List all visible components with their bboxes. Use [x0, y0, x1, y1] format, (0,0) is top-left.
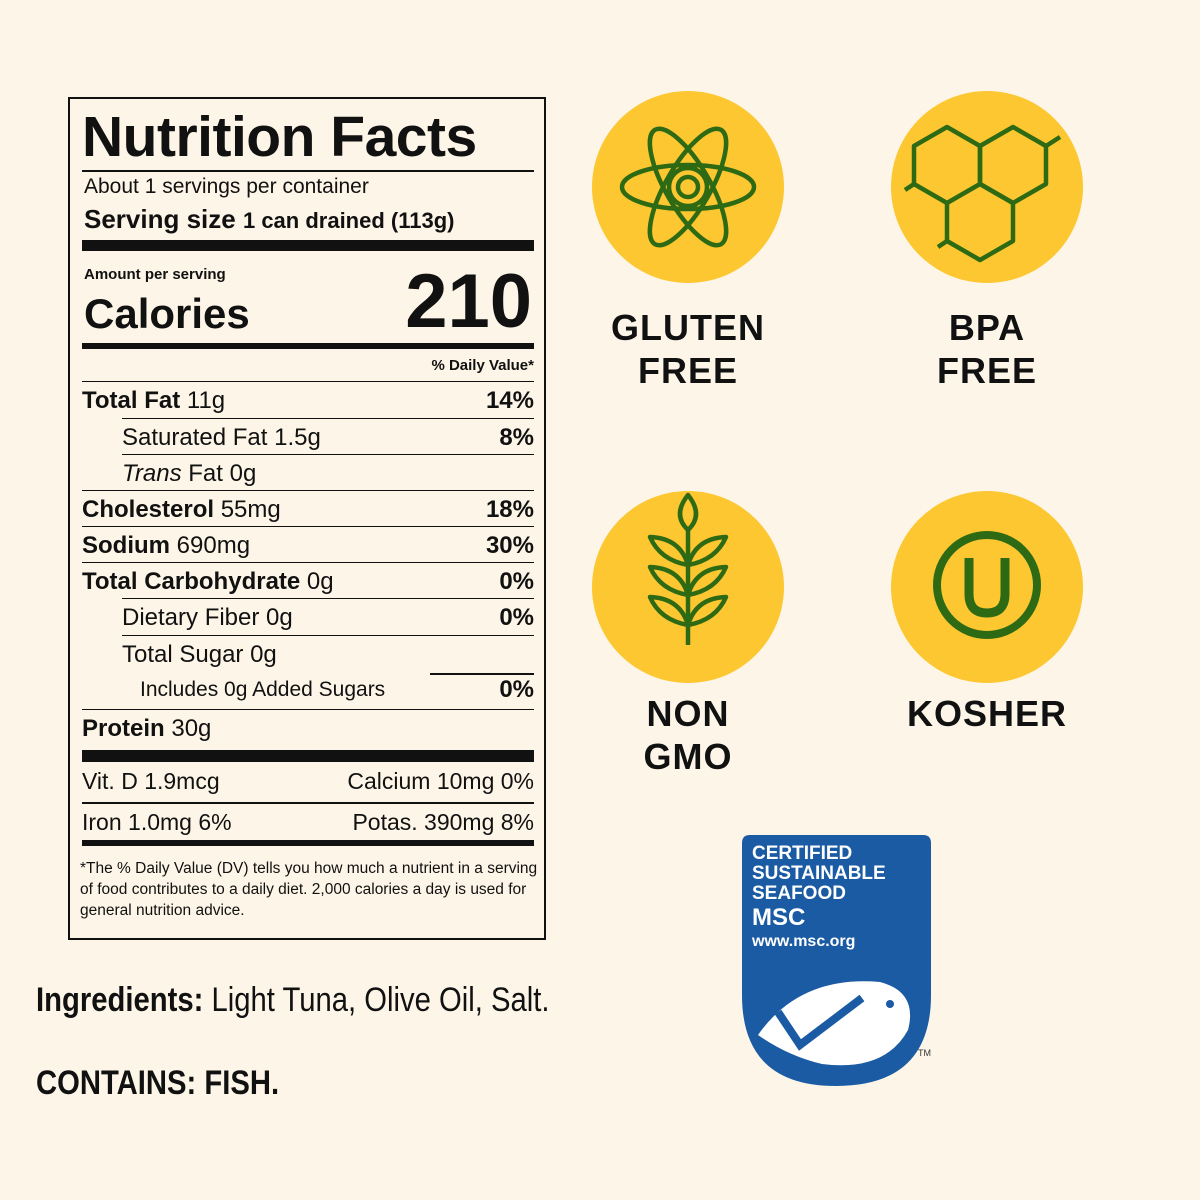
nutrient-amount: 55mg: [220, 496, 281, 523]
nutrient-amount: 30g: [171, 715, 212, 742]
nutrient-dv: 18%: [485, 496, 534, 523]
msc-check: [774, 994, 865, 1051]
micronutrient: Calcium 10mg 0%: [347, 768, 534, 794]
badge-line: FREE: [637, 350, 738, 391]
msc-trademark: TM: [918, 1048, 931, 1058]
msc-name: MSC: [752, 904, 805, 931]
badge-circle: [891, 491, 1083, 683]
micronutrient-row: Iron 1.0mg 6% Potas. 390mg 8%: [82, 809, 534, 836]
msc-line: CERTIFIED: [752, 843, 852, 864]
badge-label: NON GMO: [558, 692, 818, 778]
nutrient-row: Cholesterol 55mg 18%: [82, 490, 534, 527]
calories-value: 210: [405, 259, 532, 344]
micronutrient: Vit. D 1.9mcg: [82, 768, 220, 794]
ingredients: Ingredients: Light Tuna, Olive Oil, Salt…: [36, 980, 569, 1020]
kosher-icon: [933, 531, 1041, 639]
msc-logo: CERTIFIED SUSTAINABLE SEAFOOD MSC www.ms…: [742, 835, 931, 1086]
allergens: CONTAINS: FISH.: [36, 1064, 280, 1102]
nutrient-name: Total Fat: [82, 387, 181, 414]
nutrient-row: Trans Fat 0g: [122, 454, 534, 491]
micronutrient: Iron 1.0mg 6%: [82, 809, 232, 835]
serving-size: Serving size 1 can drained (113g): [84, 204, 455, 235]
nutrient-dv: 0%: [499, 676, 534, 703]
wheat-icon: [647, 492, 729, 645]
nutrient-amount: 11g: [186, 387, 226, 414]
nutrient-name: Total Sugar: [122, 641, 244, 668]
badge-line: KOSHER: [906, 693, 1068, 734]
ingredients-text: Light Tuna, Olive Oil, Salt.: [211, 981, 550, 1019]
serving-size-value: 1 can drained (113g): [242, 208, 455, 233]
nutrient-amount: 0g: [266, 604, 293, 631]
nutrient-name: Total Carbohydrate: [82, 568, 301, 595]
nutrient-amount: 0g: [229, 460, 257, 487]
label-title: Nutrition Facts: [82, 105, 477, 169]
nutrient-name: Saturated Fat: [122, 424, 268, 451]
nutrient-dv: 14%: [485, 387, 534, 414]
atom-icon: [619, 126, 757, 248]
badge-line: GMO: [643, 736, 733, 777]
badge-label: GLUTEN FREE: [558, 306, 818, 392]
nutrient-row: Includes 0g Added Sugars 0%: [140, 671, 534, 707]
rule: [82, 802, 534, 804]
rule: [82, 170, 534, 172]
nutrient-name-prefix: Trans: [122, 460, 182, 487]
amount-per-serving: Amount per serving: [84, 266, 226, 283]
nutrient-row: Dietary Fiber 0g 0%: [122, 598, 534, 635]
nutrient-row: Total Fat 11g 14%: [82, 381, 534, 418]
msc-url: www.msc.org: [751, 933, 855, 950]
medium-rule: [82, 343, 534, 349]
nutrition-label-border: [68, 97, 546, 940]
nutrient-row: Protein 30g: [82, 709, 534, 746]
calories-label: Calories: [84, 290, 250, 337]
rule: [430, 673, 534, 675]
micronutrient-row: Vit. D 1.9mcg Calcium 10mg 0%: [82, 768, 534, 795]
badge-circle: [592, 91, 784, 283]
msc-line: SEAFOOD: [752, 883, 846, 904]
nutrient-dv: 30%: [485, 532, 534, 559]
micronutrient: Potas. 390mg 8%: [352, 809, 534, 835]
thick-rule: [82, 750, 534, 762]
medium-rule: [82, 840, 534, 846]
msc-fish-eye: [886, 1000, 894, 1008]
ingredients-label: Ingredients:: [36, 981, 204, 1019]
badge-line: FREE: [936, 350, 1037, 391]
nutrient-name: Includes 0g Added Sugars: [140, 678, 386, 701]
servings: About 1 servings per container: [84, 175, 369, 198]
nutrient-dv: 8%: [499, 424, 534, 451]
nutrient-name: Fat: [188, 460, 223, 487]
badge-line: NON: [646, 693, 730, 734]
nutrient-name: Sodium: [82, 532, 170, 559]
daily-value-header: % Daily Value*: [431, 357, 534, 374]
nutrient-name: Dietary Fiber: [122, 604, 260, 631]
msc-line: SUSTAINABLE: [752, 863, 886, 884]
thick-rule: [82, 240, 534, 251]
serving-size-label: Serving size: [84, 204, 236, 234]
nutrient-row: Total Carbohydrate 0g 0%: [82, 562, 534, 599]
nutrient-amount: 690mg: [176, 532, 251, 559]
nutrient-row: Sodium 690mg 30%: [82, 526, 534, 563]
badge-line: GLUTEN: [611, 307, 765, 348]
nutrient-amount: 0g: [250, 641, 277, 668]
badge-line: BPA: [948, 307, 1026, 348]
footnote: *The % Daily Value (DV) tells you how mu…: [80, 860, 538, 919]
nutrient-name: Cholesterol: [82, 496, 215, 523]
nutrient-dv: 0%: [499, 568, 534, 595]
nutrient-row: Saturated Fat 1.5g 8%: [122, 418, 534, 455]
nutrient-amount: 1.5g: [274, 424, 321, 451]
nutrient-row: Total Sugar 0g: [122, 635, 534, 672]
nutrient-name: Protein: [82, 715, 165, 742]
nutrient-amount: 0g: [306, 568, 334, 595]
badge-label: BPA FREE: [857, 306, 1117, 392]
nutrient-dv: 0%: [499, 604, 534, 631]
badge-label: KOSHER: [857, 692, 1117, 735]
honeycomb-icon: [903, 124, 1062, 263]
